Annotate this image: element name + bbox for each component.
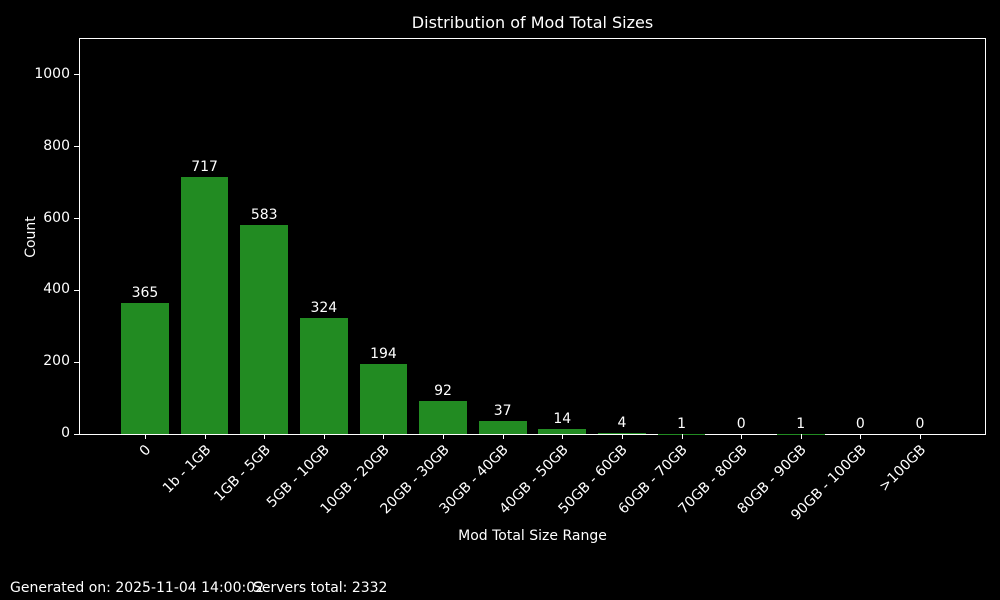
bar-value-label: 14 bbox=[553, 410, 572, 427]
y-tick-label: 0 bbox=[61, 425, 70, 441]
bar bbox=[121, 302, 169, 434]
bar-value-label: 0 bbox=[855, 416, 865, 432]
bar bbox=[240, 224, 289, 434]
y-tick-label: 400 bbox=[43, 281, 70, 298]
bar-value-label: 1 bbox=[677, 415, 686, 432]
bar-value-label: 717 bbox=[191, 158, 218, 175]
bar bbox=[598, 432, 646, 434]
bar-value-label: 583 bbox=[250, 206, 278, 223]
bar-value-label: 0 bbox=[915, 416, 925, 432]
y-tick-label: 1000 bbox=[34, 65, 70, 82]
x-tick-label: 5GB - 10GB bbox=[264, 442, 334, 512]
y-axis-label: Count bbox=[23, 216, 39, 258]
bar-value-label: 324 bbox=[310, 299, 338, 316]
bar-value-label: 365 bbox=[131, 284, 159, 301]
x-tick-label: 60GB - 70GB bbox=[615, 442, 691, 518]
footer-generated-text: Generated on: 2025-11-04 14:00:02 bbox=[10, 580, 265, 596]
bar-value-label: 1 bbox=[796, 415, 806, 432]
x-axis-label: Mod Total Size Range bbox=[458, 528, 607, 544]
y-tick-label: 200 bbox=[43, 353, 70, 370]
bar bbox=[419, 400, 467, 434]
bar bbox=[478, 420, 527, 434]
x-tick-label: >100GB bbox=[876, 442, 930, 495]
chart-title: Distribution of Mod Total Sizes bbox=[411, 13, 654, 32]
y-tick-label: 800 bbox=[43, 137, 70, 154]
bar-value-label: 37 bbox=[493, 402, 512, 419]
bar bbox=[359, 364, 408, 434]
bar bbox=[180, 176, 229, 434]
plot-area: 365 717 583 324 194 92 37 14 4 1 0 1 0 0 bbox=[79, 38, 986, 435]
x-tick-label: 30GB - 40GB bbox=[436, 442, 513, 518]
bar-value-label: 0 bbox=[736, 416, 746, 432]
bar bbox=[538, 428, 587, 434]
footer-servers-total-text: Servers total: 2332 bbox=[253, 580, 388, 596]
x-tick-label: 10GB - 20GB bbox=[317, 442, 393, 518]
x-tick-label: 20GB - 30GB bbox=[377, 442, 453, 518]
x-tick-label: 70GB - 80GB bbox=[675, 442, 751, 518]
x-tick-label: 1GB - 5GB bbox=[210, 442, 274, 505]
bar bbox=[299, 317, 348, 434]
x-tick-label: 50GB - 60GB bbox=[555, 442, 632, 518]
x-tick-label: 0 bbox=[136, 442, 155, 460]
x-tick-label: 80GB - 90GB bbox=[734, 442, 811, 518]
bar-value-label: 92 bbox=[434, 382, 452, 399]
x-tick-label: 40GB - 50GB bbox=[496, 442, 572, 518]
bar-value-label: 194 bbox=[370, 346, 397, 363]
x-tick-label: 90GB - 100GB bbox=[788, 442, 870, 524]
x-tick-label: 1b - 1GB bbox=[159, 442, 214, 497]
bar-value-label: 4 bbox=[617, 414, 627, 431]
